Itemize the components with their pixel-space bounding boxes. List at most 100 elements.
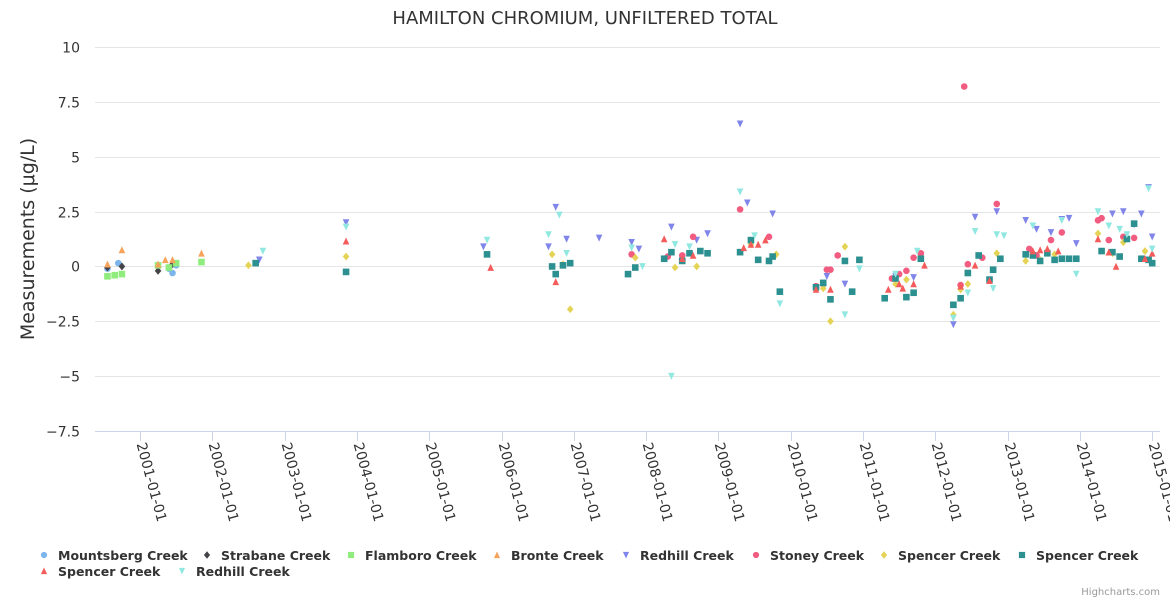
- data-point[interactable]: [754, 256, 762, 264]
- data-point[interactable]: [628, 238, 635, 246]
- data-point[interactable]: [841, 311, 849, 319]
- data-point[interactable]: [480, 243, 487, 251]
- legend-item[interactable]: Spencer Creek: [1018, 548, 1139, 563]
- data-point[interactable]: [1054, 247, 1062, 255]
- data-point[interactable]: [957, 294, 964, 302]
- data-point[interactable]: [1105, 236, 1113, 244]
- legend-label[interactable]: Redhill Creek: [196, 564, 290, 579]
- legend-item[interactable]: Mountsberg Creek: [40, 548, 189, 563]
- legend-label[interactable]: Spencer Creek: [1036, 548, 1139, 563]
- data-point[interactable]: [881, 294, 888, 302]
- data-point[interactable]: [903, 267, 910, 275]
- data-point[interactable]: [1094, 235, 1102, 243]
- data-point[interactable]: [342, 223, 350, 231]
- data-point[interactable]: [342, 219, 350, 227]
- data-point[interactable]: [740, 244, 748, 252]
- legend-item[interactable]: Redhill Creek: [622, 548, 735, 563]
- data-point[interactable]: [704, 249, 711, 257]
- data-point[interactable]: [841, 257, 849, 265]
- data-point[interactable]: [841, 280, 849, 288]
- data-point[interactable]: [660, 235, 668, 243]
- data-point[interactable]: [856, 265, 863, 273]
- data-point[interactable]: [993, 208, 1001, 216]
- data-point[interactable]: [1105, 222, 1113, 230]
- data-point[interactable]: [552, 270, 560, 278]
- data-point[interactable]: [483, 251, 491, 258]
- data-point[interactable]: [628, 244, 635, 252]
- data-point[interactable]: [1112, 262, 1120, 270]
- data-point[interactable]: [950, 301, 957, 309]
- data-point[interactable]: [556, 211, 563, 219]
- data-point[interactable]: [198, 258, 205, 266]
- data-point[interactable]: [668, 223, 675, 231]
- legend-label[interactable]: Strabane Creek: [221, 548, 331, 563]
- legend-label[interactable]: Redhill Creek: [640, 548, 734, 563]
- data-point[interactable]: [736, 206, 744, 213]
- data-point[interactable]: [154, 260, 162, 268]
- legend-item[interactable]: Strabane Creek: [203, 548, 331, 563]
- data-point[interactable]: [736, 248, 744, 256]
- legend-item[interactable]: Flamboro Creek: [347, 548, 477, 563]
- data-point[interactable]: [1148, 259, 1156, 267]
- legend-symbol[interactable]: [622, 551, 630, 559]
- data-point[interactable]: [1044, 249, 1051, 257]
- data-point[interactable]: [1148, 249, 1156, 257]
- data-point[interactable]: [989, 266, 997, 274]
- data-point[interactable]: [964, 260, 972, 268]
- data-point[interactable]: [1051, 256, 1058, 264]
- legend-label[interactable]: Flamboro Creek: [365, 548, 477, 563]
- data-point[interactable]: [1148, 245, 1156, 253]
- data-point[interactable]: [671, 241, 679, 249]
- data-point[interactable]: [704, 230, 711, 238]
- data-point[interactable]: [1098, 214, 1105, 222]
- data-point[interactable]: [1065, 214, 1073, 222]
- data-point[interactable]: [769, 253, 776, 260]
- data-point[interactable]: [115, 259, 122, 267]
- legend-symbol[interactable]: [752, 551, 760, 559]
- data-point[interactable]: [1119, 208, 1127, 216]
- data-point[interactable]: [639, 263, 646, 271]
- data-point[interactable]: [772, 250, 780, 259]
- data-point[interactable]: [769, 210, 776, 218]
- data-point[interactable]: [964, 280, 972, 288]
- data-point[interactable]: [1033, 225, 1040, 233]
- data-point[interactable]: [693, 262, 701, 271]
- data-point[interactable]: [910, 254, 917, 261]
- data-point[interactable]: [165, 264, 173, 271]
- data-point[interactable]: [834, 252, 841, 259]
- data-point[interactable]: [245, 261, 252, 270]
- data-point[interactable]: [697, 247, 704, 255]
- data-point[interactable]: [1058, 217, 1066, 225]
- legend[interactable]: Mountsberg Creek Strabane Creek Flamboro C…: [40, 548, 1139, 579]
- data-point[interactable]: [111, 271, 118, 279]
- data-point[interactable]: [975, 252, 982, 259]
- data-point[interactable]: [671, 263, 679, 272]
- data-point[interactable]: [993, 231, 1001, 239]
- data-point[interactable]: [1022, 257, 1029, 265]
- legend-label[interactable]: Stoney Creek: [770, 548, 865, 563]
- data-point[interactable]: [819, 284, 827, 293]
- data-point[interactable]: [1145, 185, 1152, 193]
- data-point[interactable]: [997, 255, 1004, 263]
- data-point[interactable]: [903, 293, 910, 301]
- data-point[interactable]: [993, 249, 1001, 258]
- data-point[interactable]: [885, 285, 892, 293]
- data-point[interactable]: [154, 266, 162, 275]
- data-point[interactable]: [172, 259, 180, 267]
- data-point[interactable]: [1130, 220, 1138, 227]
- data-point[interactable]: [1116, 225, 1123, 233]
- data-point[interactable]: [913, 247, 921, 255]
- data-point[interactable]: [812, 285, 820, 293]
- data-point[interactable]: [848, 288, 856, 295]
- data-point[interactable]: [744, 199, 751, 207]
- data-point[interactable]: [1044, 245, 1051, 253]
- data-point[interactable]: [169, 256, 176, 264]
- data-point[interactable]: [552, 278, 560, 286]
- data-point[interactable]: [736, 188, 744, 196]
- legend-symbol[interactable]: [493, 551, 501, 559]
- legend-label[interactable]: Bronte Creek: [511, 548, 604, 563]
- data-point[interactable]: [1036, 257, 1044, 265]
- data-point[interactable]: [1047, 229, 1055, 237]
- data-point[interactable]: [198, 249, 205, 257]
- legend-label[interactable]: Spencer Creek: [898, 548, 1001, 563]
